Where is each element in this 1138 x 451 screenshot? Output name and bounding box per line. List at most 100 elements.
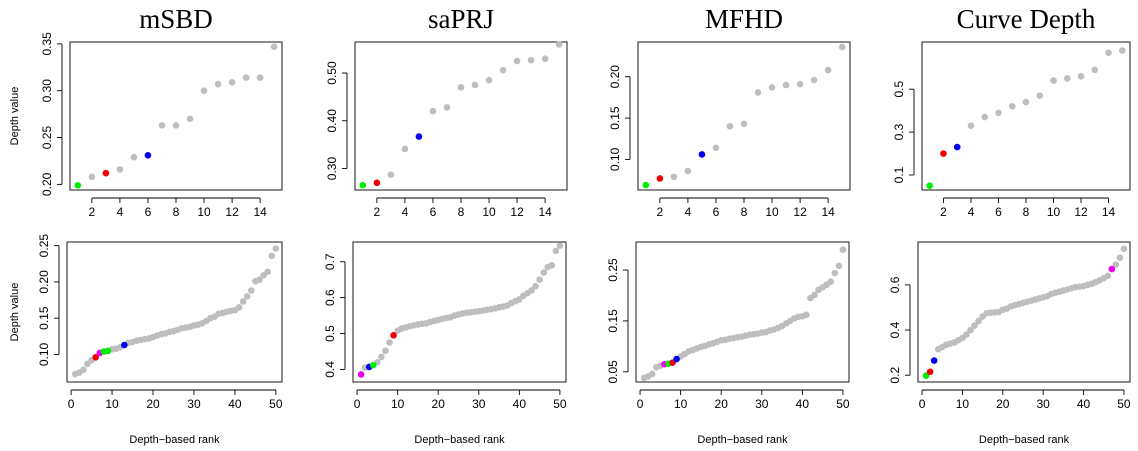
data-point (684, 167, 692, 175)
data-point (242, 74, 250, 81)
data-point (513, 57, 521, 65)
plot-frame (69, 41, 283, 191)
data-point (401, 145, 409, 153)
data-point (1104, 272, 1112, 280)
data-point (158, 122, 166, 129)
data-point (536, 276, 543, 283)
data-point (940, 150, 947, 157)
x-tick-label: 14 (253, 205, 267, 219)
data-point (839, 246, 847, 253)
x-tick-label: 10 (765, 205, 779, 219)
y-tick-label: 0.20 (608, 65, 622, 89)
plot-frame (354, 41, 568, 191)
x-tick-label: 20 (432, 397, 446, 411)
data-point (390, 332, 397, 339)
y-tick-label: 0.4 (888, 321, 902, 338)
x-tick-label: 20 (715, 397, 729, 411)
data-point (1036, 92, 1044, 99)
data-point (239, 298, 247, 305)
x-tick-label: 10 (197, 205, 211, 219)
data-point (200, 87, 208, 95)
y-tick-label: 0.50 (325, 61, 339, 85)
data-point (754, 89, 762, 96)
scatter-panel-3: MFHD 2 4 6 8 10 12 14 0.10 0.15 0.20 (608, 4, 851, 219)
data-point (471, 81, 479, 89)
y-tick-label: 0.30 (40, 79, 54, 103)
x-tick-label: 10 (956, 397, 970, 411)
x-axis-label: Depth−based rank (979, 434, 1070, 446)
x-tick-label: 30 (755, 397, 769, 411)
data-point (967, 326, 974, 334)
x-tick-label: 20 (996, 397, 1010, 411)
y-tick-label: 0.6 (323, 289, 337, 306)
data-point (457, 84, 465, 91)
data-point (838, 43, 846, 51)
data-point (835, 262, 843, 270)
data-point (256, 276, 263, 284)
x-tick-label: 0 (68, 397, 75, 411)
scatter-panel-6: 0 10 20 30 40 50 0.4 0.5 0.6 0.7 Depth−based rank (323, 241, 567, 446)
x-tick-label: 0 (354, 397, 361, 411)
data-point (953, 143, 961, 151)
x-tick-label: 10 (674, 397, 688, 411)
scatter-panel-2: saPRJ 2 4 6 8 10 12 14 0.30 0.40 0.50 (325, 4, 568, 219)
data-point (995, 109, 1002, 117)
x-tick-label: 4 (402, 205, 409, 219)
data-point (975, 317, 982, 325)
data-point (1116, 254, 1124, 262)
data-point (555, 41, 563, 48)
data-point (228, 78, 236, 86)
data-point (673, 355, 680, 363)
scatter-panel-8: 0 10 20 30 40 50 0.2 0.4 0.6 Depth−based rank (888, 241, 1131, 446)
data-point (268, 252, 276, 260)
data-point (926, 368, 934, 376)
x-tick-label: 14 (538, 205, 552, 219)
x-tick-label: 8 (1023, 205, 1030, 219)
y-tick-label: 0.15 (606, 309, 620, 333)
x-tick-label: 20 (146, 397, 160, 411)
data-point (116, 166, 124, 173)
x-tick-label: 40 (1077, 397, 1091, 411)
data-point (256, 74, 264, 81)
plot-frame (635, 241, 850, 383)
data-point (357, 371, 365, 378)
panel-title: saPRJ (428, 4, 494, 34)
x-tick-label: 12 (510, 205, 524, 219)
data-point (387, 171, 395, 179)
data-point (811, 291, 818, 299)
y-tick-label: 0.35 (40, 32, 54, 56)
data-point (172, 122, 180, 129)
y-tick-label: 0.20 (40, 172, 54, 196)
y-tick-label: 0.5 (892, 81, 906, 98)
data-point (499, 66, 507, 74)
x-tick-label: 4 (117, 205, 124, 219)
y-tick-label: 0.6 (888, 276, 902, 293)
y-tick-label: 0.2 (888, 367, 902, 384)
y-tick-label: 0.5 (323, 325, 337, 342)
data-point (967, 122, 975, 129)
x-tick-label: 6 (145, 205, 152, 219)
data-point (186, 115, 194, 123)
data-point (782, 81, 790, 89)
plot-frame (66, 241, 283, 383)
data-point (971, 322, 978, 329)
y-tick-label: 0.10 (608, 147, 622, 171)
x-tick-label: 10 (391, 397, 405, 411)
x-tick-label: 10 (1047, 205, 1061, 219)
x-axis-label: Depth−based rank (697, 434, 788, 446)
data-point (548, 262, 556, 269)
data-point (214, 80, 222, 88)
data-point (264, 268, 271, 276)
data-point (926, 182, 934, 190)
data-point (429, 107, 437, 115)
plot-frame (917, 241, 1131, 383)
data-point (698, 151, 706, 158)
y-axis-label: Depth value (9, 87, 21, 146)
x-tick-label: 40 (513, 397, 527, 411)
data-point (768, 84, 776, 91)
data-point (712, 144, 720, 152)
data-point (824, 66, 832, 74)
data-point (243, 293, 251, 300)
x-tick-label: 30 (187, 397, 201, 411)
